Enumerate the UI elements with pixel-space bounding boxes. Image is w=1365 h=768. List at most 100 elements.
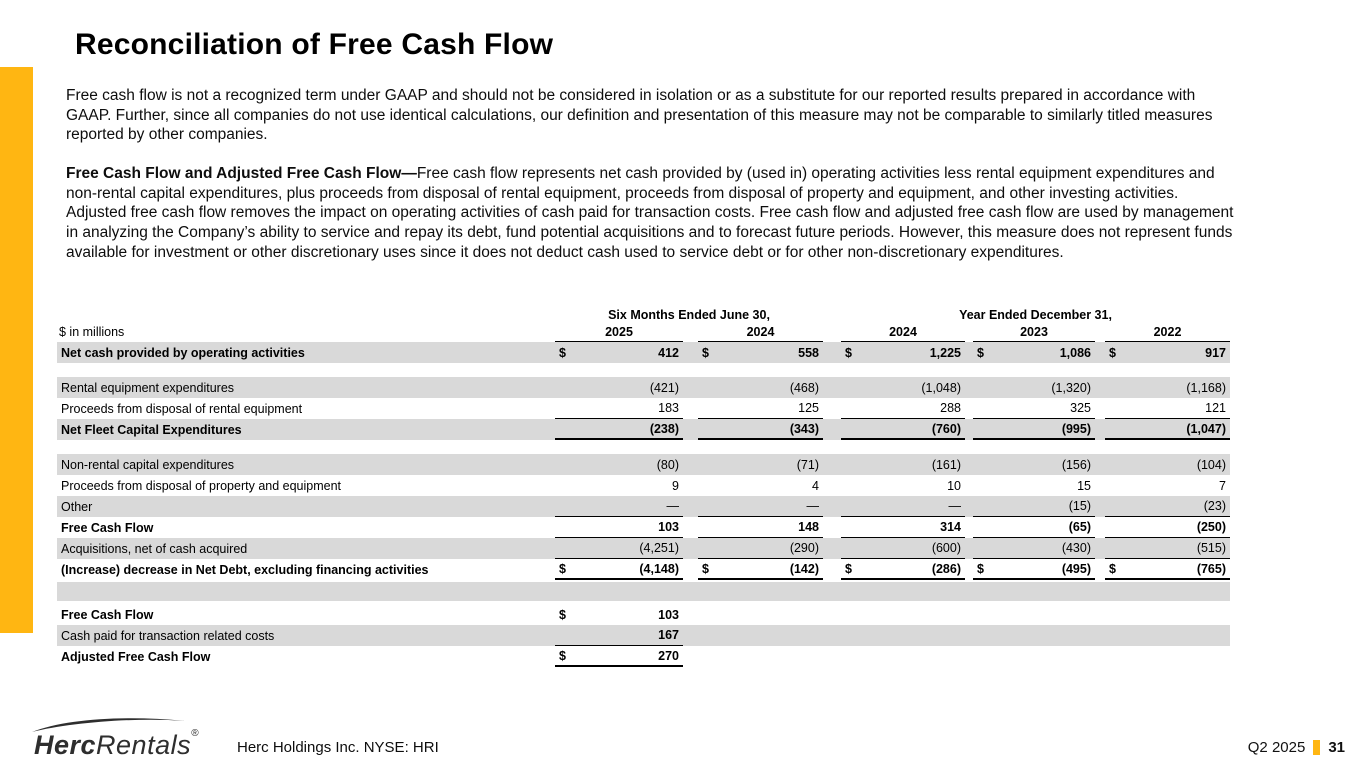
value-text: (1,047): [1186, 421, 1226, 436]
value-text: —: [806, 499, 820, 513]
cell-value: 325: [973, 398, 1095, 419]
cell-value: [698, 625, 823, 646]
table-row: Rental equipment expenditures (421) (468) (…: [57, 377, 1230, 398]
cell-value: $ (142): [698, 559, 823, 580]
value-text: (430): [1061, 541, 1091, 555]
table-year-header-row: $ in millions 2025 2024 2024 2023 2022: [57, 322, 1230, 342]
cell-value: [698, 604, 823, 625]
cell-value: $ (4,148): [555, 559, 683, 580]
year-column-header: 2022: [1105, 322, 1230, 342]
value-text: (4,148): [639, 561, 679, 576]
cell-value: [973, 646, 1095, 667]
value-text: —: [666, 499, 680, 513]
value-text: 9: [672, 478, 679, 493]
cell-value: (430): [973, 538, 1095, 559]
dollar-sign: $: [977, 561, 984, 576]
group-header-year-ended: Year Ended December 31,: [959, 308, 1112, 322]
value-text: (343): [789, 421, 819, 436]
cell-value: 103: [555, 517, 683, 538]
cell-value: (515): [1105, 538, 1230, 559]
value-text: 103: [658, 607, 679, 622]
cell-value: 15: [973, 475, 1095, 496]
value-text: 10: [947, 478, 961, 493]
value-text: (65): [1068, 520, 1091, 534]
paragraph-definition-lead: Free Cash Flow and Adjusted Free Cash Fl…: [66, 165, 417, 183]
cell-value: $1,225: [841, 342, 965, 363]
value-text: 7: [1219, 478, 1226, 493]
cell-value: (1,320): [973, 377, 1095, 398]
cell-value: 125: [698, 398, 823, 419]
value-text: (468): [789, 380, 819, 395]
cell-value: (1,168): [1105, 377, 1230, 398]
cell-value: [841, 625, 965, 646]
table-row: Acquisitions, net of cash acquired (4,251…: [57, 538, 1230, 559]
value-text: 558: [798, 345, 819, 360]
unit-label: $ in millions: [59, 325, 125, 339]
group-header-six-months: Six Months Ended June 30,: [608, 308, 770, 322]
value-text: (515): [1196, 541, 1226, 555]
value-text: (238): [649, 421, 679, 436]
cell-value: (995): [973, 419, 1095, 440]
cell-value: —: [698, 496, 823, 517]
footer-right: Q2 2025 31: [1248, 739, 1345, 756]
cell-value: $270: [555, 646, 683, 667]
value-text: 103: [658, 520, 679, 534]
cell-value: (1,048): [841, 377, 965, 398]
cell-value: —: [555, 496, 683, 517]
value-text: 270: [658, 648, 679, 663]
dollar-sign: $: [845, 345, 852, 360]
cell-value: (104): [1105, 454, 1230, 475]
cell-value: (600): [841, 538, 965, 559]
value-text: 325: [1070, 401, 1091, 415]
value-text: 183: [658, 401, 679, 415]
footer-company-text: Herc Holdings Inc. NYSE: HRI: [237, 739, 439, 756]
table-row: Net Fleet Capital Expenditures (238) (343)…: [57, 419, 1230, 440]
value-text: 314: [940, 520, 961, 534]
table-row: Adjusted Free Cash Flow $270: [57, 646, 1230, 667]
herc-rentals-logo: HercRentals®: [28, 714, 198, 764]
value-text: (760): [931, 421, 961, 436]
row-label: Adjusted Free Cash Flow: [61, 649, 211, 664]
page-number-tick-icon: [1313, 740, 1321, 755]
cell-value: [698, 646, 823, 667]
cell-value: [1105, 604, 1230, 625]
cell-value: 9: [555, 475, 683, 496]
table-group-header-row: Six Months Ended June 30, Year Ended Dec…: [57, 302, 1230, 322]
value-text: (495): [1061, 561, 1091, 576]
row-label: Cash paid for transaction related costs: [61, 628, 275, 643]
value-text: (250): [1196, 520, 1226, 534]
dollar-sign: $: [559, 607, 566, 622]
table-row: Free Cash Flow $103: [57, 604, 1230, 625]
row-label: Net Fleet Capital Expenditures: [61, 422, 242, 437]
logo-registered-mark: ®: [191, 728, 199, 739]
logo-wordmark: HercRentals®: [34, 728, 199, 761]
value-text: (23): [1203, 499, 1226, 513]
value-text: (1,168): [1186, 380, 1226, 395]
value-text: (600): [931, 541, 961, 555]
table-row: Other — — — (15) (23): [57, 496, 1230, 517]
table-row: Non-rental capital expenditures (80) (71) (…: [57, 454, 1230, 475]
table-row: Net cash provided by operating activitie…: [57, 342, 1230, 363]
cell-value: (65): [973, 517, 1095, 538]
body-text: Free cash flow is not a recognized term …: [66, 86, 1242, 262]
value-text: (4,251): [639, 541, 679, 555]
value-text: 121: [1205, 401, 1226, 415]
cell-value: $1,086: [973, 342, 1095, 363]
value-text: 148: [798, 520, 819, 534]
table-row: Proceeds from disposal of rental equipme…: [57, 398, 1230, 419]
value-text: 125: [798, 401, 819, 415]
paragraph-gaap-disclaimer: Free cash flow is not a recognized term …: [66, 87, 1213, 144]
cell-value: $412: [555, 342, 683, 363]
cell-value: 121: [1105, 398, 1230, 419]
page-number: 31: [1328, 739, 1345, 756]
cell-value: (1,047): [1105, 419, 1230, 440]
cell-value: [841, 646, 965, 667]
table-spacer-row: [57, 363, 1230, 377]
left-accent-bar: [0, 67, 33, 633]
cell-value: [973, 625, 1095, 646]
value-text: 4: [812, 478, 819, 493]
cell-value: (343): [698, 419, 823, 440]
paragraph-definition: Free Cash Flow and Adjusted Free Cash Fl…: [66, 164, 1242, 262]
cell-value: (760): [841, 419, 965, 440]
row-label: Free Cash Flow: [61, 607, 154, 622]
